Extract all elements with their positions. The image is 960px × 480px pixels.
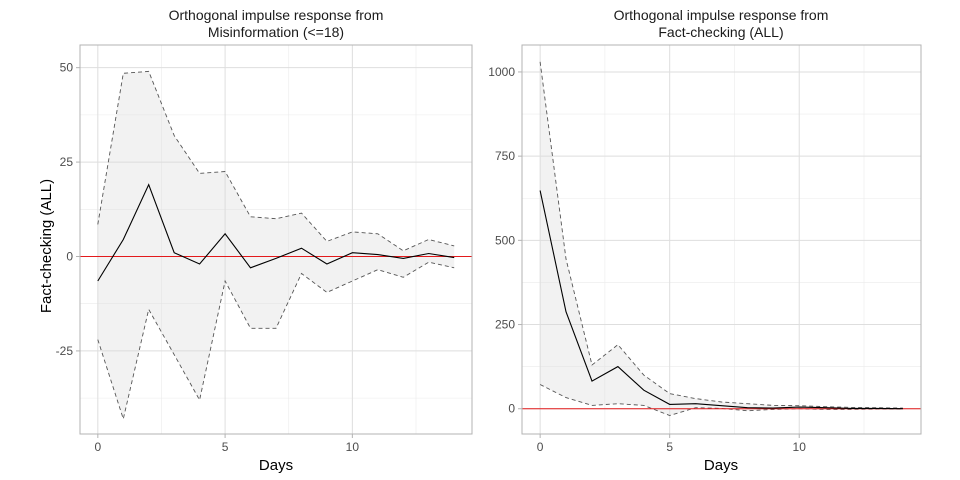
- right-x-tick-label: 10: [793, 440, 807, 454]
- right-x-tick-label: 5: [666, 440, 673, 454]
- right-lower-bound-line: [539, 384, 903, 416]
- left-y-tick-label: 50: [60, 61, 74, 75]
- left-response-line: [97, 183, 455, 282]
- left-panel-border: [79, 44, 473, 435]
- right-x-tick-label: 0: [537, 440, 544, 454]
- left-lower-bound-line: [97, 261, 455, 421]
- right-y-tick-label: 500: [495, 233, 515, 247]
- right-confidence-band: [540, 61, 903, 416]
- left-x-tick-label: 10: [346, 440, 360, 454]
- right-y-tick-label: 750: [495, 149, 515, 163]
- right-panel-title-line-2: Fact-checking (ALL): [658, 24, 783, 40]
- right-panel-border: [521, 44, 922, 435]
- right-panel: Orthogonal impulse response from Fact-ch…: [488, 7, 922, 474]
- right-y-tick-label: 0: [508, 402, 515, 416]
- right-panel-title-line-1: Orthogonal impulse response from: [614, 7, 829, 23]
- left-x-tick-label: 5: [222, 440, 229, 454]
- right-y-tick-label: 1000: [488, 65, 515, 79]
- left-plot-area: [79, 44, 473, 435]
- left-y-axis-label: Fact-checking (ALL): [38, 179, 55, 313]
- right-y-tick-label: 250: [495, 318, 515, 332]
- left-y-tick-label: -25: [56, 344, 74, 358]
- left-y-tick-label: 0: [66, 249, 73, 263]
- left-y-tick-label: 25: [60, 155, 74, 169]
- left-panel-title-line-2: Misinformation (<=18): [208, 24, 344, 40]
- right-x-axis-label: Days: [704, 457, 738, 474]
- right-upper-bound-line: [539, 61, 903, 409]
- right-plot-area: [521, 44, 922, 435]
- right-response-line: [539, 190, 903, 410]
- left-x-axis-label: Days: [259, 457, 293, 474]
- left-upper-bound-line: [97, 70, 455, 252]
- left-panel-title-line-1: Orthogonal impulse response from: [169, 7, 384, 23]
- left-x-tick-label: 0: [94, 440, 101, 454]
- left-confidence-band: [97, 71, 455, 419]
- left-panel: Orthogonal impulse response from Misinfo…: [38, 7, 473, 474]
